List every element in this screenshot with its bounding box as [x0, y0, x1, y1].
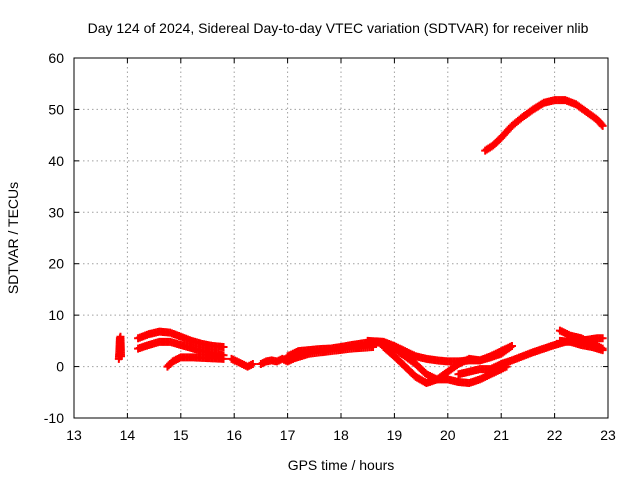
series-arc-1	[114, 332, 125, 363]
series-arc-6-low	[283, 343, 378, 365]
series-arc-2-upper	[134, 327, 228, 352]
series-arc-10	[481, 96, 607, 155]
data-point	[219, 354, 228, 363]
data-point-fill	[597, 120, 606, 129]
series-arc-7-c	[363, 336, 516, 366]
y-tick-label: 50	[48, 101, 64, 117]
x-axis: 13 14 15 16 17 18 19 20 21 22 23	[66, 58, 616, 443]
x-tick-label: 14	[120, 427, 136, 443]
y-tick-label: 60	[48, 50, 64, 66]
data-point	[598, 334, 607, 343]
y-axis: -10 0 10 20 30 40 50 60	[44, 50, 608, 426]
x-tick-label: 13	[66, 427, 82, 443]
data-points	[114, 96, 607, 388]
x-tick-label: 15	[173, 427, 189, 443]
y-tick-label: 30	[48, 204, 64, 220]
plot-frame	[73, 57, 609, 419]
x-tick-label: 16	[226, 427, 242, 443]
y-tick-label: -10	[44, 410, 64, 426]
x-tick-label: 20	[440, 427, 456, 443]
series-arc-9b	[555, 336, 607, 355]
x-tick-label: 22	[547, 427, 563, 443]
y-tick-label: 0	[56, 359, 64, 375]
data-point	[248, 360, 257, 368]
series-arc-3	[163, 353, 228, 371]
series-arc-4	[227, 354, 257, 371]
data-point	[507, 342, 516, 350]
x-tick-label: 23	[600, 427, 616, 443]
x-tick-label: 18	[333, 427, 349, 443]
data-point	[598, 346, 607, 355]
y-tick-label: 10	[48, 307, 64, 323]
y-tick-label: 20	[48, 256, 64, 272]
x-tick-label: 17	[280, 427, 296, 443]
y-axis-label: SDTVAR / TECUs	[5, 182, 21, 294]
data-point	[219, 343, 228, 352]
x-tick-label: 21	[493, 427, 509, 443]
grid-lines	[74, 58, 608, 418]
x-tick-label: 19	[387, 427, 403, 443]
data-point	[598, 121, 607, 130]
chart-title: Day 124 of 2024, Sidereal Day-to-day VTE…	[88, 20, 589, 36]
y-tick-label: 40	[48, 153, 64, 169]
data-point	[116, 352, 125, 361]
x-axis-label: GPS time / hours	[288, 457, 395, 473]
